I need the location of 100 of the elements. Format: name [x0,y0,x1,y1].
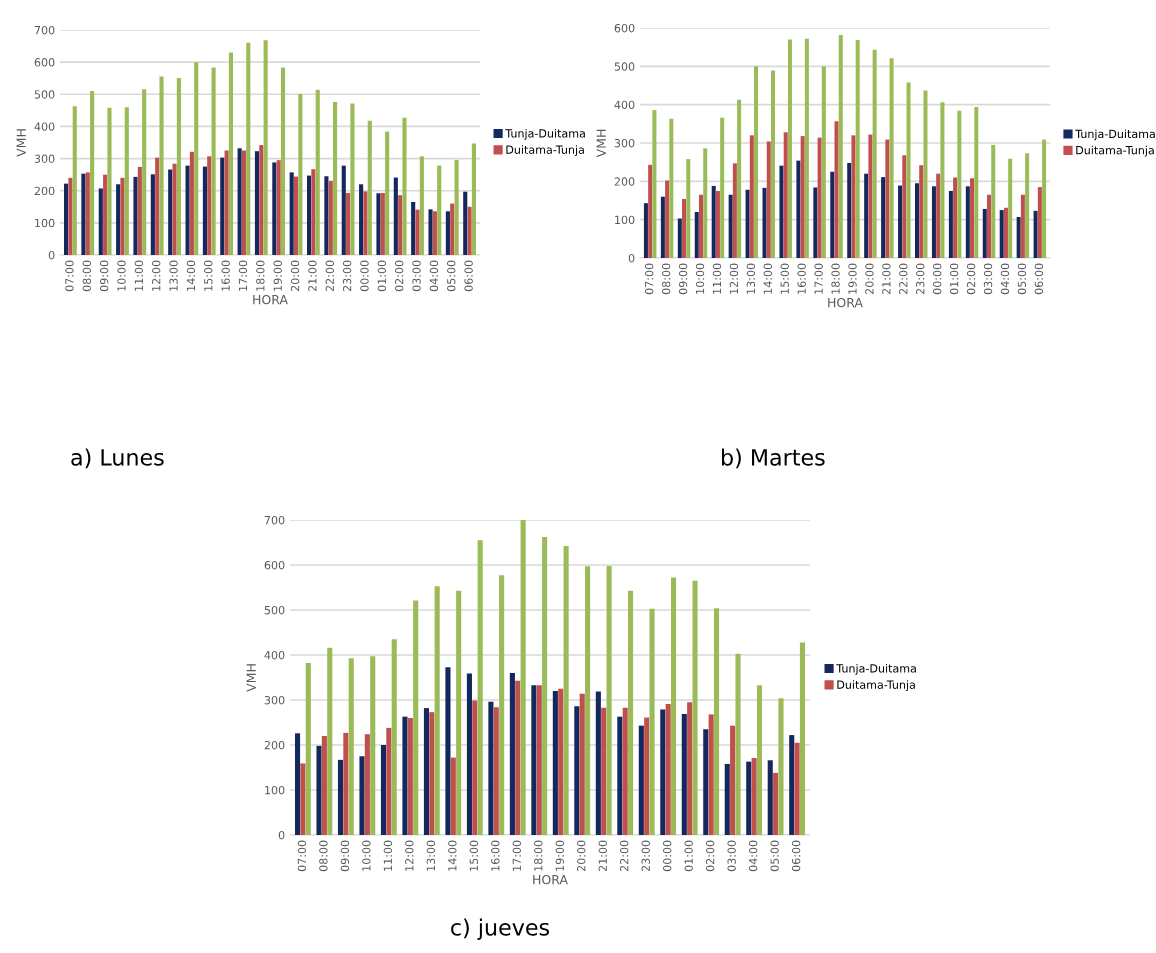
bar [1037,187,1042,258]
bar [787,39,792,258]
bar [289,172,294,255]
x-tick-label: 06:00 [791,840,801,872]
bar [300,763,306,835]
y-tick-label: 100 [35,218,55,228]
bar [454,159,459,255]
bar [450,203,455,255]
bar [851,135,856,258]
bar [293,176,299,255]
bar [751,758,757,835]
bar [770,70,776,258]
bar [745,189,750,258]
x-tick-label: 15:00 [469,840,479,871]
bar [898,185,903,258]
bar [987,194,992,258]
x-tick-label: 01:00 [377,260,387,292]
x-tick-label: 18:00 [256,260,265,291]
bar [359,756,365,835]
bar [348,658,354,835]
x-tick-label: 17:00 [238,260,248,291]
bar [617,716,623,835]
x-tick-label: 15:00 [780,263,789,294]
bar [315,89,320,255]
bar [419,156,424,255]
y-tick-label: 300 [34,154,55,163]
x-axis-title: HORA [533,874,568,885]
bar [254,151,260,255]
bar [228,52,234,255]
bar [965,186,970,258]
bar [652,110,657,258]
x-tick-label: 08:00 [661,263,671,295]
bar [133,176,138,255]
bar [429,712,435,835]
bar [665,180,670,258]
x-tick-label: 17:00 [512,840,521,871]
x-tick-label: 07:00 [297,840,307,872]
y-axis-title: VMH [596,129,606,158]
x-tick-label: 03:00 [983,263,993,295]
bar [737,99,742,258]
bar [64,183,69,255]
x-tick-label: 03:00 [412,260,421,292]
x-tick-label: 20:00 [865,263,874,295]
bar [343,732,349,835]
bar [185,165,190,255]
bar [311,169,316,255]
bar [434,586,440,835]
bar [407,718,413,835]
bar [463,191,468,255]
bar [324,176,329,255]
bar [380,745,387,835]
bar [756,685,763,835]
bar [767,760,773,835]
bar [1020,194,1025,258]
x-tick-label: 19:00 [273,260,282,291]
x-tick-label: 11:00 [134,260,144,291]
y-tick-label: 700 [34,25,55,35]
bar [328,180,333,255]
bar [276,160,281,255]
x-tick-label: 07:00 [65,260,74,292]
bar [902,155,907,258]
y-tick-label: 400 [34,122,55,131]
bar [98,188,103,255]
x-tick-label: 23:00 [641,840,650,872]
bar [68,177,73,255]
bar [923,90,928,258]
bar [762,187,767,258]
bar [472,700,478,835]
bar [936,173,941,258]
x-tick-label: 20:00 [290,260,300,292]
bar [386,727,392,835]
bar [211,67,216,255]
bar [376,193,381,255]
bar [333,102,338,255]
bar [671,577,677,835]
x-tick-label: 02:00 [394,260,404,292]
x-tick-label: 17:00 [814,263,823,294]
text: b) Martes [722,448,825,469]
x-tick-label: 22:00 [620,840,629,872]
bar [889,58,894,258]
x-tick-label: 05:00 [770,840,779,872]
bar [574,706,580,835]
bar [779,165,784,258]
y-tick-label: 200 [264,740,285,750]
bar [467,206,472,255]
x-axis-title: HORA [253,294,288,305]
bar [838,34,843,258]
bar [817,137,822,258]
x-tick-label: 02:00 [705,840,715,872]
x-tick-label: 20:00 [577,840,586,872]
bar [346,192,351,255]
bar [207,156,212,255]
bar [1008,158,1013,258]
x-tick-label: 13:00 [746,263,756,294]
bar [914,183,920,258]
x-tick-label: 04:00 [1000,263,1010,295]
x-tick-label: 04:00 [748,840,758,872]
bar [450,757,456,835]
x-tick-label: 22:00 [325,260,334,292]
bar [821,66,826,258]
